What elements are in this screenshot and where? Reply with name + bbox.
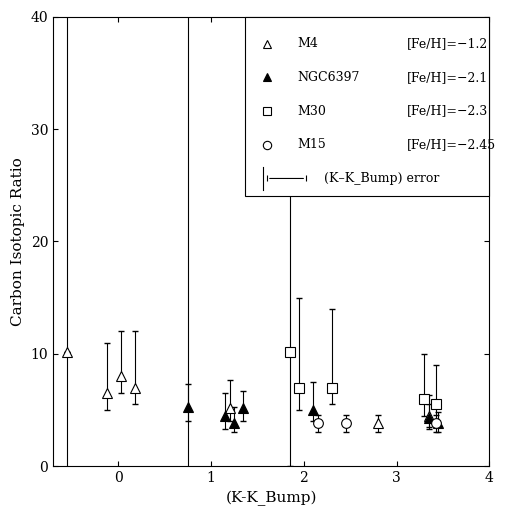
Y-axis label: Carbon Isotopic Ratio: Carbon Isotopic Ratio (11, 157, 25, 326)
X-axis label: (K-K_Bump): (K-K_Bump) (226, 491, 317, 506)
Text: M30: M30 (298, 104, 326, 117)
Text: (K–K_Bump) error: (K–K_Bump) error (324, 172, 439, 185)
Text: [Fe/H]=−1.2: [Fe/H]=−1.2 (407, 37, 488, 50)
Text: M15: M15 (298, 138, 326, 151)
Text: NGC6397: NGC6397 (298, 71, 360, 84)
Text: [Fe/H]=−2.45: [Fe/H]=−2.45 (407, 138, 495, 151)
Text: [Fe/H]=−2.1: [Fe/H]=−2.1 (407, 71, 488, 84)
FancyBboxPatch shape (245, 17, 489, 196)
Text: M4: M4 (298, 37, 318, 50)
Text: [Fe/H]=−2.3: [Fe/H]=−2.3 (407, 104, 488, 117)
